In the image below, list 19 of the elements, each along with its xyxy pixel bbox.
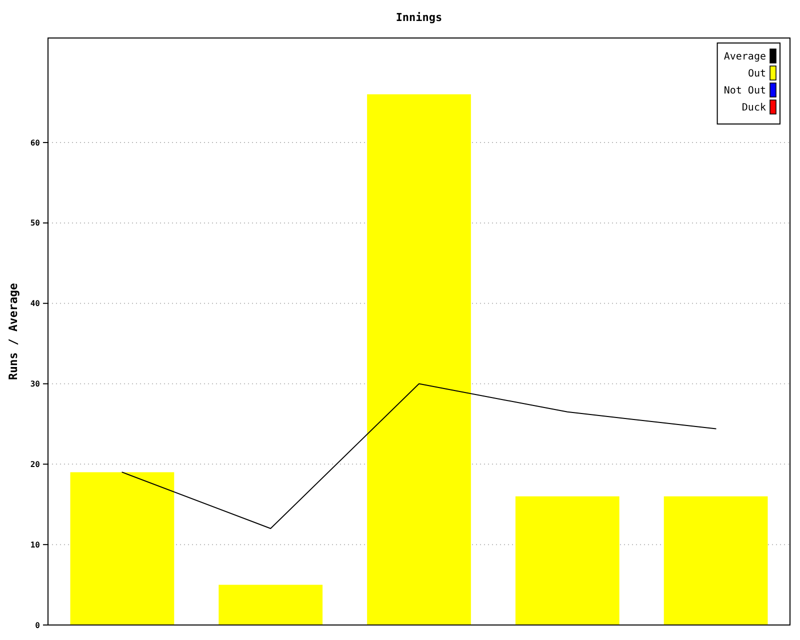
y-tick-label: 40 — [30, 299, 40, 308]
legend-label: Average — [724, 52, 766, 62]
y-tick-label: 50 — [30, 218, 40, 228]
y-tick-label: 30 — [30, 380, 40, 389]
chart-title: Innings — [396, 11, 442, 24]
bar — [218, 584, 323, 625]
y-tick-label: 60 — [30, 138, 40, 148]
legend-label: Duck — [742, 102, 766, 114]
bar — [664, 496, 768, 625]
bar — [70, 472, 174, 625]
y-axis-title: Runs / Average — [6, 282, 20, 380]
legend-label: Out — [748, 68, 766, 80]
bar — [367, 94, 471, 625]
y-tick-label: 10 — [30, 540, 40, 550]
bar — [515, 496, 620, 625]
y-tick-label: 0 — [35, 620, 40, 630]
line-series — [122, 383, 716, 530]
y-tick-label: 20 — [30, 460, 40, 469]
legend-label: Not Out — [724, 86, 766, 96]
